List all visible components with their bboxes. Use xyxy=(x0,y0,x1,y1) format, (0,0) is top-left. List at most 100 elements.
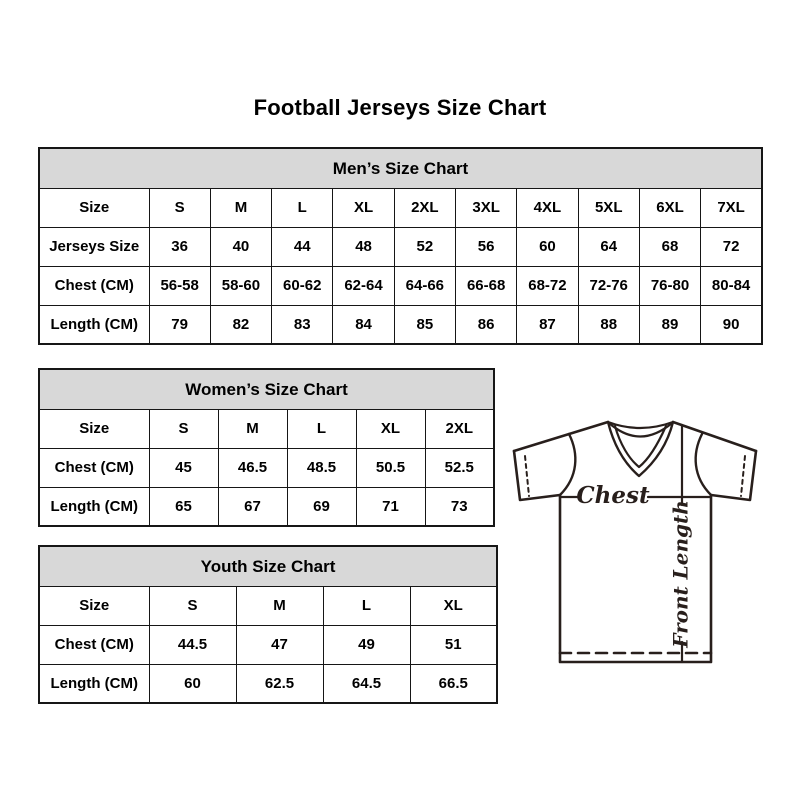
youth-table-row: Chest (CM) 44.5 47 49 51 xyxy=(38,624,498,665)
men-value-cell: 7XL xyxy=(700,187,763,228)
men-value-cell: 88 xyxy=(577,304,640,345)
men-value-cell: 36 xyxy=(148,226,211,267)
youth-value-cell: XL xyxy=(409,585,498,626)
page-title: Football Jerseys Size Chart xyxy=(253,95,547,120)
men-value-cell: 48 xyxy=(332,226,395,267)
jersey-left-sleeve xyxy=(512,449,562,502)
men-value-cell: L xyxy=(271,187,334,228)
men-value-cell: M xyxy=(209,187,273,228)
youth-table-title: Youth Size Chart xyxy=(38,545,498,587)
jersey-collar-arc-outer xyxy=(606,420,675,430)
women-row-label: Chest (CM) xyxy=(38,447,150,488)
women-value-cell: 48.5 xyxy=(286,447,357,488)
women-value-cell: M xyxy=(217,408,288,449)
men-value-cell: 60-62 xyxy=(271,265,334,306)
jersey-right-armhole-seam xyxy=(694,432,713,497)
men-value-cell: 68-72 xyxy=(516,265,579,306)
men-value-cell: 64-66 xyxy=(393,265,456,306)
men-value-cell: 56-58 xyxy=(148,265,211,306)
youth-value-cell: 60 xyxy=(148,663,237,704)
men-value-cell: 79 xyxy=(148,304,211,345)
women-value-cell: L xyxy=(286,408,357,449)
jersey-body xyxy=(558,493,713,664)
women-table-row: Chest (CM) 45 46.5 48.5 50.5 52.5 xyxy=(38,447,495,488)
jersey-measurement-diagram: Chest Front Length xyxy=(512,420,758,664)
men-value-cell: XL xyxy=(332,187,395,228)
men-size-table: Men’s Size Chart Size S M L XL 2XL 3XL 4XL 5XL 6XL… xyxy=(38,147,763,345)
jersey-vneck-outer xyxy=(606,420,675,478)
women-value-cell: 2XL xyxy=(424,408,495,449)
men-value-cell: 72-76 xyxy=(577,265,640,306)
men-value-cell: 60 xyxy=(516,226,579,267)
men-value-cell: 82 xyxy=(209,304,273,345)
men-value-cell: 64 xyxy=(577,226,640,267)
youth-value-cell: L xyxy=(322,585,411,626)
youth-value-cell: M xyxy=(235,585,324,626)
men-value-cell: 85 xyxy=(393,304,456,345)
men-row-label: Chest (CM) xyxy=(38,265,150,306)
men-value-cell: 86 xyxy=(454,304,518,345)
men-table-title: Men’s Size Chart xyxy=(38,147,763,189)
men-value-cell: 76-80 xyxy=(638,265,702,306)
youth-value-cell: 49 xyxy=(322,624,411,665)
mens-size-table-container: Men’s Size Chart Size S M L XL 2XL 3XL 4XL 5XL 6XL… xyxy=(38,147,763,345)
youth-row-label: Length (CM) xyxy=(38,663,150,704)
men-table-row: Jerseys Size 36 40 44 48 52 56 60 64 68 72 xyxy=(38,226,763,267)
men-value-cell: 84 xyxy=(332,304,395,345)
jersey-right-sleeve xyxy=(709,449,758,502)
women-table-title: Women’s Size Chart xyxy=(38,368,495,410)
youth-size-table: Youth Size Chart Size S M L XL Chest (CM) 44.5 4… xyxy=(38,545,498,704)
youth-row-label: Chest (CM) xyxy=(38,624,150,665)
women-row-label: Size xyxy=(38,408,150,449)
women-table-row: Size S M L XL 2XL xyxy=(38,408,495,449)
women-size-table: Women’s Size Chart Size S M L XL 2XL Chest (CM)… xyxy=(38,368,495,527)
men-value-cell: S xyxy=(148,187,211,228)
men-value-cell: 80-84 xyxy=(700,265,763,306)
men-value-cell: 66-68 xyxy=(454,265,518,306)
women-value-cell: 52.5 xyxy=(424,447,495,488)
women-value-cell: 67 xyxy=(217,486,288,527)
women-value-cell: XL xyxy=(355,408,426,449)
men-value-cell: 72 xyxy=(700,226,763,267)
youth-table-row: Size S M L XL xyxy=(38,585,498,626)
women-value-cell: 50.5 xyxy=(355,447,426,488)
men-table-row: Length (CM) 79 82 83 84 85 86 87 88 89 90 xyxy=(38,304,763,345)
men-row-label: Length (CM) xyxy=(38,304,150,345)
youth-value-cell: S xyxy=(148,585,237,626)
women-value-cell: 46.5 xyxy=(217,447,288,488)
women-value-cell: 69 xyxy=(286,486,357,527)
youth-value-cell: 44.5 xyxy=(148,624,237,665)
jersey-outline xyxy=(512,420,610,453)
men-value-cell: 52 xyxy=(393,226,456,267)
women-value-cell: 71 xyxy=(355,486,426,527)
jersey-right-cuff-stitch xyxy=(740,455,746,497)
men-value-cell: 2XL xyxy=(393,187,456,228)
women-value-cell: 45 xyxy=(148,447,219,488)
men-value-cell: 4XL xyxy=(516,187,579,228)
chest-label: Chest xyxy=(576,482,650,509)
womens-size-table-container: Women’s Size Chart Size S M L XL 2XL Chest (CM)… xyxy=(38,368,495,527)
women-value-cell: S xyxy=(148,408,219,449)
youth-value-cell: 62.5 xyxy=(235,663,324,704)
youth-value-cell: 64.5 xyxy=(322,663,411,704)
men-value-cell: 68 xyxy=(638,226,702,267)
women-value-cell: 65 xyxy=(148,486,219,527)
youth-value-cell: 47 xyxy=(235,624,324,665)
jersey-left-armhole-seam xyxy=(558,432,577,497)
men-value-cell: 58-60 xyxy=(209,265,273,306)
women-value-cell: 73 xyxy=(424,486,495,527)
youth-size-table-container: Youth Size Chart Size S M L XL Chest (CM) 44.5 4… xyxy=(38,545,498,704)
jersey-outline xyxy=(671,420,758,453)
men-value-cell: 6XL xyxy=(638,187,702,228)
men-value-cell: 44 xyxy=(271,226,334,267)
youth-row-label: Size xyxy=(38,585,150,626)
jersey-left-cuff-stitch xyxy=(524,455,530,497)
men-table-row: Chest (CM) 56-58 58-60 60-62 62-64 64-66 66-68… xyxy=(38,265,763,306)
youth-value-cell: 66.5 xyxy=(409,663,498,704)
men-value-cell: 40 xyxy=(209,226,273,267)
women-row-label: Length (CM) xyxy=(38,486,150,527)
men-row-label: Size xyxy=(38,187,150,228)
men-value-cell: 90 xyxy=(700,304,763,345)
youth-table-row: Length (CM) 60 62.5 64.5 66.5 xyxy=(38,663,498,704)
